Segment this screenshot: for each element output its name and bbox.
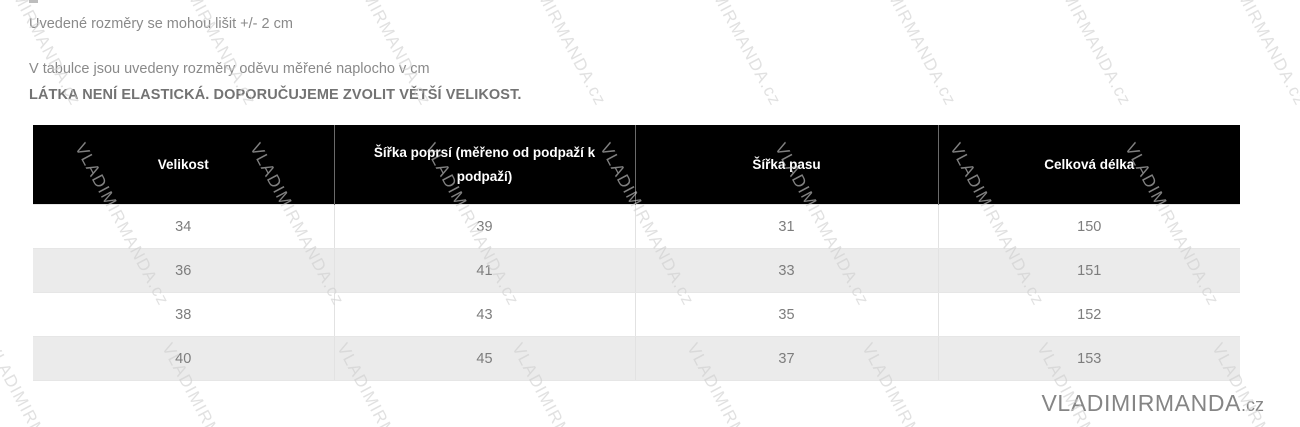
column-header-chest-width: Šířka poprsí (měřeno od podpaží k podpaž… [334,125,636,205]
clipped-glyph [29,0,38,3]
note-tolerance: Uvedené rozměry se mohou lišit +/- 2 cm [29,16,293,32]
cell-waist-width: 31 [635,204,939,249]
cell-chest-width: 41 [334,248,636,293]
table-head: Velikost Šířka poprsí (měřeno od podpaží… [33,125,1240,205]
cell-chest-width: 39 [334,204,636,249]
cell-chest-width: 45 [334,336,636,381]
cell-size: 34 [33,204,335,249]
table-row: 40 45 37 153 [33,336,1240,381]
cell-waist-width: 33 [635,248,939,293]
column-header-waist-width: Šířka pasu [635,125,939,205]
cell-waist-width: 35 [635,292,939,337]
cell-total-length: 152 [938,292,1240,337]
site-logo-tld: .cz [1240,395,1264,415]
size-table: Velikost Šířka poprsí (měřeno od podpaží… [33,125,1240,381]
cell-size: 40 [33,336,335,381]
cell-waist-width: 37 [635,336,939,381]
table-header-row: Velikost Šířka poprsí (měřeno od podpaží… [33,125,1240,205]
cell-total-length: 153 [938,336,1240,381]
cell-size: 36 [33,248,335,293]
table-row: 38 43 35 152 [33,292,1240,337]
table-row: 34 39 31 150 [33,204,1240,249]
note-measurement-method: V tabulce jsou uvedeny rozměry oděvu měř… [29,61,430,77]
site-logo: VLADIMIRMANDA.cz [1041,390,1264,417]
column-header-total-length: Celková délka [938,125,1240,205]
cell-total-length: 151 [938,248,1240,293]
column-header-size: Velikost [33,125,335,205]
table-body: 34 39 31 150 36 41 33 151 38 43 35 152 4… [33,204,1240,381]
cell-chest-width: 43 [334,292,636,337]
note-fabric-warning: LÁTKA NENÍ ELASTICKÁ. DOPORUČUJEME ZVOLI… [29,87,522,103]
cell-total-length: 150 [938,204,1240,249]
table-row: 36 41 33 151 [33,248,1240,293]
cell-size: 38 [33,292,335,337]
site-logo-name: VLADIMIRMANDA [1041,390,1241,416]
